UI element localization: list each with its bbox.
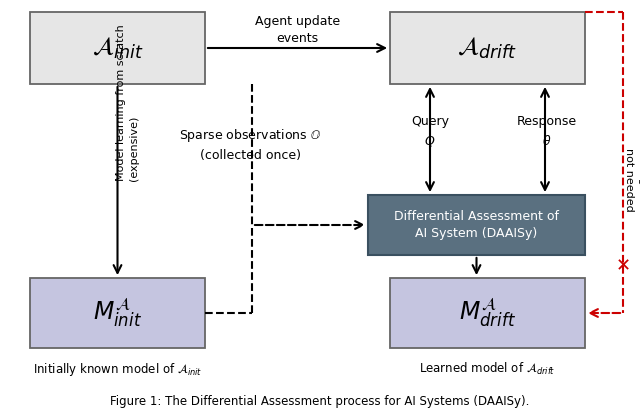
Text: Figure 1: The Differential Assessment process for AI Systems (DAAISy).: Figure 1: The Differential Assessment pr… [110, 395, 530, 408]
Text: Learned model of $\mathcal{A}_{drift}$: Learned model of $\mathcal{A}_{drift}$ [419, 361, 556, 377]
Text: $\mathcal{A}_{drift}$: $\mathcal{A}_{drift}$ [458, 36, 518, 61]
FancyBboxPatch shape [390, 12, 585, 84]
FancyBboxPatch shape [30, 12, 205, 84]
FancyBboxPatch shape [368, 195, 585, 255]
FancyBboxPatch shape [390, 278, 585, 348]
Text: Agent update
events: Agent update events [255, 15, 340, 45]
Text: $M^{\mathcal{A}}_{init}$: $M^{\mathcal{A}}_{init}$ [93, 297, 142, 329]
Text: Initially known model of $\mathcal{A}_{init}$: Initially known model of $\mathcal{A}_{i… [33, 361, 202, 378]
Text: ✕: ✕ [616, 257, 630, 275]
Text: Response
$\theta$: Response $\theta$ [517, 115, 577, 148]
Text: $M^{\mathcal{A}}_{drift}$: $M^{\mathcal{A}}_{drift}$ [459, 297, 516, 329]
Text: Sparse observations $\mathbb{O}$
(collected once): Sparse observations $\mathbb{O}$ (collec… [179, 127, 321, 161]
Text: Model learning from scratch
(expensive): Model learning from scratch (expensive) [116, 24, 139, 181]
Text: Model learning from scratch
not needed: Model learning from scratch not needed [625, 102, 640, 258]
FancyBboxPatch shape [30, 278, 205, 348]
Text: $\mathcal{A}_{init}$: $\mathcal{A}_{init}$ [92, 36, 143, 61]
Text: Differential Assessment of
AI System (DAAISy): Differential Assessment of AI System (DA… [394, 209, 559, 240]
Text: Query
$Q$: Query $Q$ [411, 115, 449, 148]
